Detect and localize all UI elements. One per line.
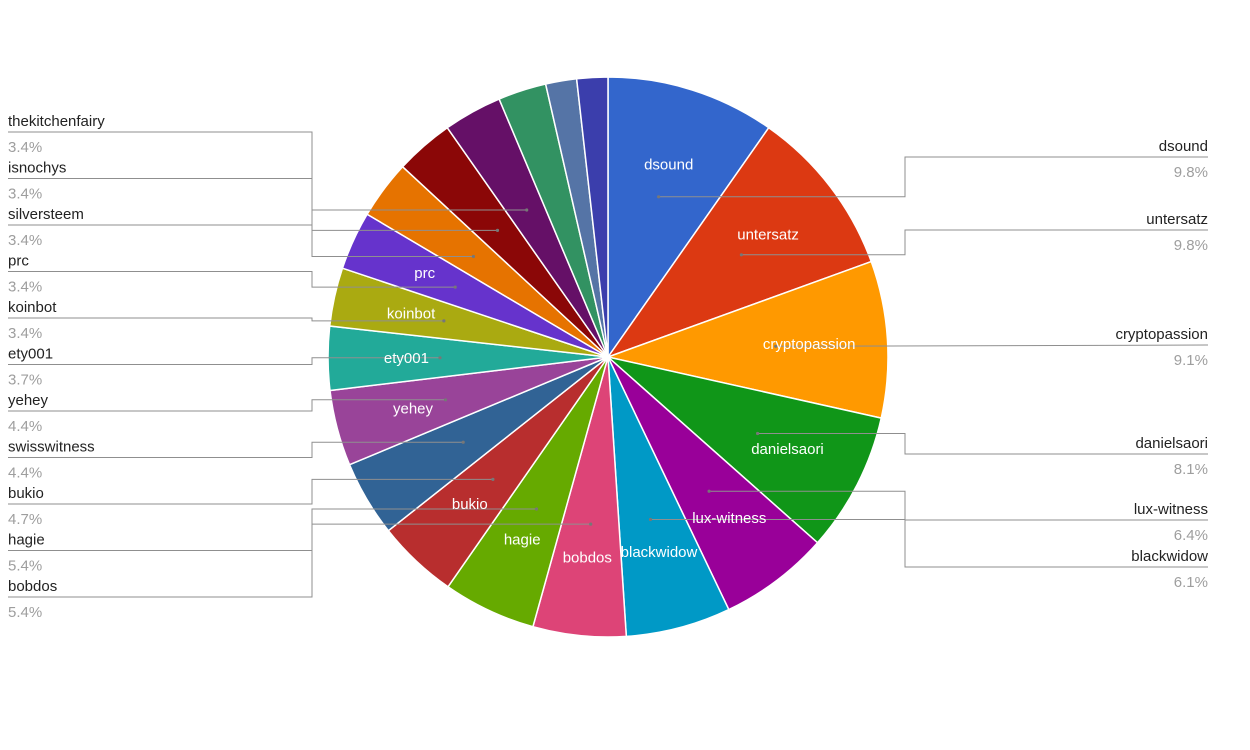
leader-dot-cryptopassion bbox=[774, 344, 778, 348]
side-label-isnochys: isnochys bbox=[8, 160, 66, 177]
side-pct-thekitchenfairy: 3.4% bbox=[8, 139, 42, 156]
side-label-bukio: bukio bbox=[8, 485, 44, 502]
leader-koinbot bbox=[8, 317, 444, 322]
leader-dot-koinbot bbox=[442, 319, 446, 323]
leader-dot-thekitchenfairy bbox=[525, 208, 529, 212]
leader-cryptopassion bbox=[775, 344, 1209, 347]
inside-label-untersatz: untersatz bbox=[737, 226, 799, 243]
side-label-ety001: ety001 bbox=[8, 346, 53, 363]
slice-lux-witness bbox=[607, 356, 819, 611]
side-pct-swisswitness: 4.4% bbox=[8, 465, 42, 482]
side-label-yehey: yehey bbox=[8, 392, 49, 409]
side-label-koinbot: koinbot bbox=[8, 299, 57, 316]
side-pct-cryptopassion: 9.1% bbox=[1174, 352, 1208, 369]
inside-label-bobdos: bobdos bbox=[563, 550, 612, 567]
side-label-lux-witness: lux-witness bbox=[1134, 501, 1208, 518]
side-pct-blackwidow: 6.1% bbox=[1174, 574, 1208, 591]
inside-label-lux-witness: lux-witness bbox=[692, 510, 766, 527]
side-label-thekitchenfairy: thekitchenfairy bbox=[8, 113, 105, 130]
leader-blackwidow bbox=[650, 519, 1208, 568]
inside-label-ety001: ety001 bbox=[384, 350, 429, 367]
leader-dot-ety001 bbox=[438, 356, 442, 360]
inside-label-cryptopassion: cryptopassion bbox=[763, 336, 856, 353]
leader-lux-witness bbox=[709, 490, 1208, 521]
side-label-danielsaori: danielsaori bbox=[1135, 435, 1208, 452]
leader-dot-silversteem bbox=[471, 254, 475, 259]
side-pct-danielsaori: 8.1% bbox=[1174, 461, 1208, 478]
slice-unlabeled-19 bbox=[575, 76, 609, 358]
side-pct-bukio: 4.7% bbox=[8, 511, 42, 528]
inside-label-yehey: yehey bbox=[393, 400, 434, 417]
side-label-blackwidow: blackwidow bbox=[1131, 548, 1208, 565]
side-pct-prc: 3.4% bbox=[8, 279, 42, 296]
inside-label-koinbot: koinbot bbox=[387, 306, 436, 323]
leader-lines bbox=[8, 131, 1209, 598]
side-pct-isnochys: 3.4% bbox=[8, 186, 42, 203]
side-label-dsound: dsound bbox=[1159, 138, 1208, 155]
slice-side-labels: dsound 9.8% untersatz 9.8% cryptopassion 9.1%… bbox=[8, 113, 1208, 621]
leader-dot-yehey bbox=[443, 398, 448, 402]
leader-dot-blackwidow bbox=[648, 517, 653, 522]
leader-untersatz bbox=[741, 229, 1208, 256]
leader-bobdos bbox=[8, 523, 591, 598]
side-pct-ety001: 3.7% bbox=[8, 372, 42, 389]
pie-slices bbox=[327, 76, 889, 638]
side-pct-yehey: 4.4% bbox=[8, 418, 42, 435]
side-pct-koinbot: 3.4% bbox=[8, 325, 42, 342]
slice-danielsaori bbox=[605, 355, 883, 544]
inside-label-hagie: hagie bbox=[504, 531, 541, 548]
slice-dsound bbox=[607, 76, 770, 360]
leader-thekitchenfairy bbox=[8, 131, 527, 211]
side-pct-hagie: 5.4% bbox=[8, 558, 42, 575]
inside-label-dsound: dsound bbox=[644, 157, 693, 174]
leader-bukio bbox=[8, 478, 493, 505]
side-label-swisswitness: swisswitness bbox=[8, 439, 95, 456]
side-label-bobdos: bobdos bbox=[8, 578, 57, 595]
leader-danielsaori bbox=[757, 433, 1208, 455]
leader-yehey bbox=[8, 399, 446, 412]
side-pct-dsound: 9.8% bbox=[1174, 164, 1208, 181]
slice-inside-labels: dsound untersatz cryptopassion danielsaori l… bbox=[384, 157, 856, 567]
leader-prc bbox=[8, 271, 456, 288]
side-label-hagie: hagie bbox=[8, 532, 45, 549]
side-pct-lux-witness: 6.4% bbox=[1174, 527, 1208, 544]
leader-dot-danielsaori bbox=[756, 431, 760, 436]
inside-label-bukio: bukio bbox=[452, 496, 488, 513]
side-label-cryptopassion: cryptopassion bbox=[1115, 326, 1208, 343]
slice-cryptopassion bbox=[605, 260, 889, 419]
leader-swisswitness bbox=[8, 441, 464, 458]
side-label-untersatz: untersatz bbox=[1146, 211, 1208, 228]
leader-dot-bobdos bbox=[589, 522, 593, 526]
leader-dot-dsound bbox=[657, 195, 661, 199]
leader-dot-lux-witness bbox=[707, 489, 711, 493]
leader-ety001 bbox=[8, 357, 440, 365]
leader-dot-isnochys bbox=[495, 228, 500, 232]
leader-dsound bbox=[658, 156, 1208, 198]
inside-label-prc: prc bbox=[414, 265, 435, 282]
side-label-silversteem: silversteem bbox=[8, 206, 84, 223]
inside-label-danielsaori: danielsaori bbox=[751, 441, 824, 458]
side-pct-untersatz: 9.8% bbox=[1174, 237, 1208, 254]
leader-dot-bukio bbox=[491, 477, 495, 481]
leader-dot-untersatz bbox=[739, 253, 744, 257]
slice-untersatz bbox=[606, 126, 873, 359]
leader-dot-hagie bbox=[534, 507, 539, 511]
side-label-prc: prc bbox=[8, 253, 29, 270]
side-pct-bobdos: 5.4% bbox=[8, 604, 42, 621]
side-pct-silversteem: 3.4% bbox=[8, 232, 42, 249]
leader-silversteem bbox=[8, 224, 474, 257]
inside-label-blackwidow: blackwidow bbox=[621, 544, 698, 561]
leader-dot-swisswitness bbox=[461, 440, 465, 444]
leader-isnochys bbox=[8, 178, 498, 231]
leader-dot-prc bbox=[453, 285, 457, 289]
